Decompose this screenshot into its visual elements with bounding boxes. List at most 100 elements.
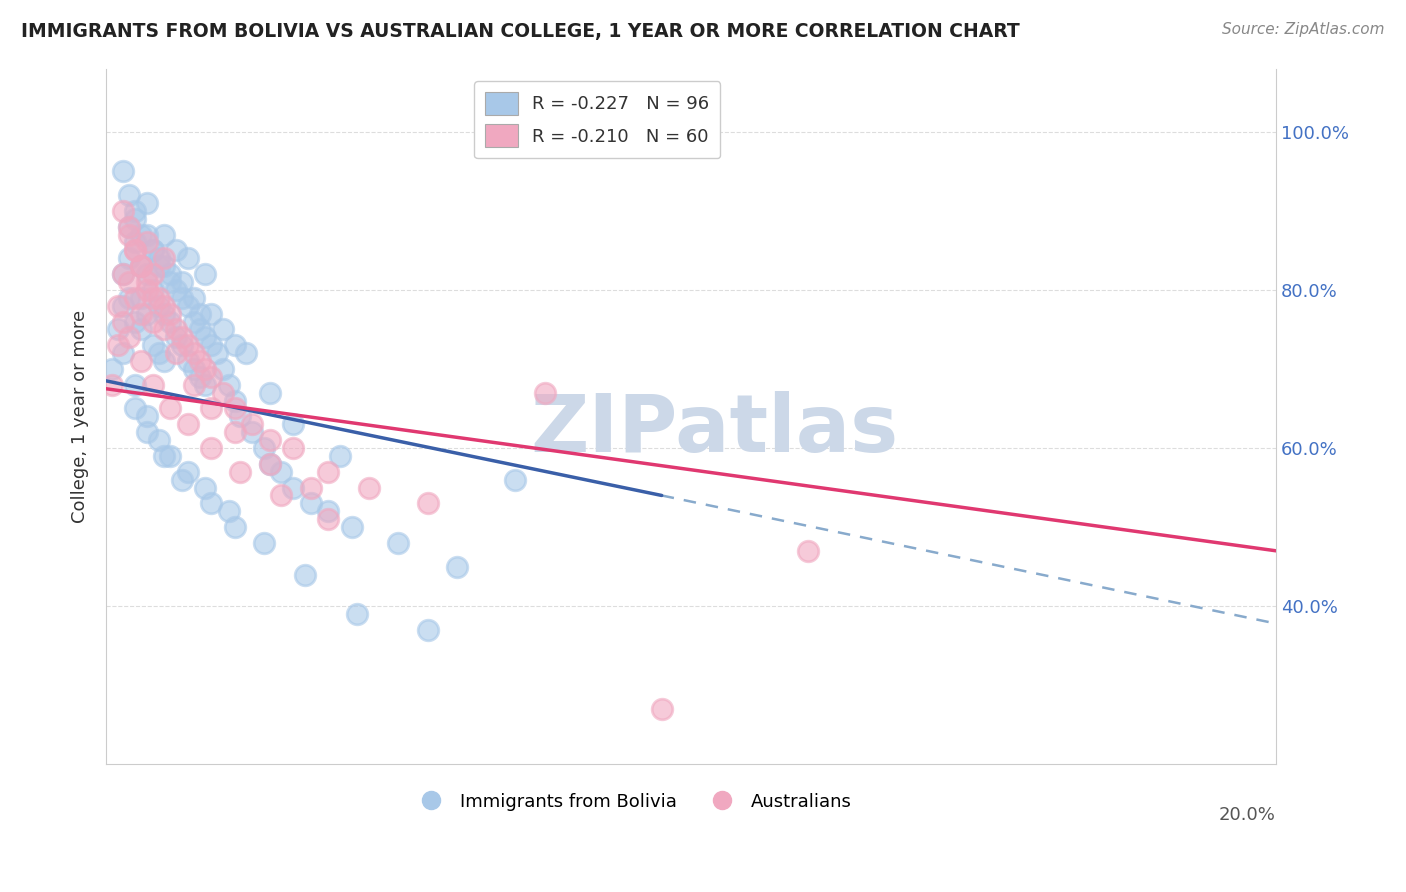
- Point: [183, 314, 205, 328]
- Point: [100, 362, 122, 376]
- Point: [177, 354, 200, 368]
- Point: [165, 346, 187, 360]
- Point: [177, 338, 200, 352]
- Point: [142, 244, 165, 258]
- Point: [194, 267, 217, 281]
- Point: [218, 504, 240, 518]
- Point: [177, 417, 200, 432]
- Point: [505, 473, 527, 487]
- Legend: Immigrants from Bolivia, Australians: Immigrants from Bolivia, Australians: [406, 786, 859, 818]
- Point: [294, 567, 316, 582]
- Point: [416, 623, 439, 637]
- Point: [107, 322, 129, 336]
- Point: [148, 291, 170, 305]
- Point: [142, 283, 165, 297]
- Point: [270, 488, 292, 502]
- Point: [259, 433, 281, 447]
- Point: [129, 259, 152, 273]
- Point: [188, 354, 211, 368]
- Point: [188, 322, 211, 336]
- Point: [183, 362, 205, 376]
- Point: [129, 322, 152, 336]
- Point: [153, 307, 176, 321]
- Point: [240, 417, 263, 432]
- Point: [153, 227, 176, 242]
- Point: [129, 307, 152, 321]
- Point: [124, 211, 146, 226]
- Point: [200, 496, 222, 510]
- Point: [153, 354, 176, 368]
- Point: [200, 401, 222, 416]
- Point: [159, 449, 181, 463]
- Point: [129, 227, 152, 242]
- Point: [212, 322, 235, 336]
- Point: [387, 536, 409, 550]
- Point: [170, 338, 193, 352]
- Text: Source: ZipAtlas.com: Source: ZipAtlas.com: [1222, 22, 1385, 37]
- Point: [159, 307, 181, 321]
- Point: [170, 473, 193, 487]
- Point: [194, 330, 217, 344]
- Point: [124, 291, 146, 305]
- Point: [135, 267, 157, 281]
- Point: [118, 219, 141, 234]
- Point: [135, 283, 157, 297]
- Point: [224, 425, 246, 440]
- Point: [205, 346, 228, 360]
- Point: [135, 275, 157, 289]
- Point: [148, 259, 170, 273]
- Point: [118, 275, 141, 289]
- Point: [153, 259, 176, 273]
- Point: [112, 164, 135, 178]
- Point: [177, 299, 200, 313]
- Point: [135, 307, 157, 321]
- Point: [253, 536, 276, 550]
- Point: [153, 252, 176, 266]
- Text: ZIPatlas: ZIPatlas: [530, 392, 898, 469]
- Text: 20.0%: 20.0%: [1219, 806, 1277, 824]
- Point: [159, 267, 181, 281]
- Point: [359, 481, 381, 495]
- Point: [148, 299, 170, 313]
- Point: [124, 244, 146, 258]
- Point: [118, 188, 141, 202]
- Point: [416, 496, 439, 510]
- Point: [112, 299, 135, 313]
- Point: [183, 377, 205, 392]
- Point: [188, 369, 211, 384]
- Point: [142, 377, 165, 392]
- Point: [212, 362, 235, 376]
- Point: [118, 291, 141, 305]
- Point: [240, 425, 263, 440]
- Point: [329, 449, 352, 463]
- Y-axis label: College, 1 year or more: College, 1 year or more: [72, 310, 89, 523]
- Point: [112, 314, 135, 328]
- Point: [124, 314, 146, 328]
- Point: [316, 512, 339, 526]
- Point: [118, 219, 141, 234]
- Point: [118, 252, 141, 266]
- Point: [112, 346, 135, 360]
- Point: [281, 417, 304, 432]
- Point: [148, 433, 170, 447]
- Point: [170, 330, 193, 344]
- Point: [224, 338, 246, 352]
- Point: [124, 244, 146, 258]
- Point: [200, 369, 222, 384]
- Point: [194, 362, 217, 376]
- Point: [153, 299, 176, 313]
- Point: [148, 346, 170, 360]
- Point: [224, 520, 246, 534]
- Point: [118, 330, 141, 344]
- Point: [259, 457, 281, 471]
- Point: [340, 520, 363, 534]
- Point: [177, 252, 200, 266]
- Point: [135, 235, 157, 250]
- Point: [253, 441, 276, 455]
- Point: [165, 244, 187, 258]
- Point: [188, 307, 211, 321]
- Point: [194, 481, 217, 495]
- Point: [142, 314, 165, 328]
- Point: [229, 409, 252, 424]
- Point: [165, 330, 187, 344]
